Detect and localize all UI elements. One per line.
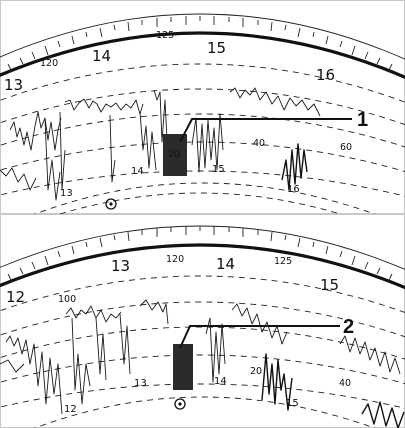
shaded-block [173,344,193,390]
speed-trace [153,89,168,143]
activity-trace [361,401,405,428]
outer-scale-thick-arc [0,243,405,290]
hour-label: 15 [320,276,339,294]
tachograph-chart-bottom: 12 13 14 15 100 120 125 20 40 12 13 14 [0,214,405,428]
outer-scale-outer-arc [0,13,405,60]
hour-label: 13 [4,76,23,94]
inner-label: 20 [250,366,262,377]
hub-label: 13 [134,378,147,389]
speed-label: 120 [40,58,58,69]
outer-scale-ticks [7,226,393,283]
outer-scale-thick-arc [0,31,405,80]
shaded-block [163,134,187,176]
activity-trace [71,313,131,405]
activity-trace [281,143,308,191]
inner-label: 20 [168,149,180,160]
callout-leader-line [179,325,340,349]
activity-trace [5,335,63,415]
speed-trace [64,98,144,115]
ring-dashed [0,88,405,126]
hub-label: 16 [287,184,300,195]
hub-ring [34,396,376,428]
ring-dashed [0,275,405,314]
hub-label: 12 [64,404,77,415]
center-marker-icon [174,398,186,410]
hub-label: 14 [214,376,227,387]
ring-dashed [59,192,341,214]
speed-label: 120 [166,254,184,265]
speed-trace [339,335,401,375]
inner-label: 40 [339,378,351,389]
speed-label: 100 [58,294,76,305]
callout-leader-line [179,118,352,143]
speed-label: 125 [274,256,292,267]
chart-disc-top: 13 14 15 16 120 125 20 40 60 13 14 15 16 [0,0,405,214]
lower-trace [0,359,25,373]
ring-dashed [0,113,405,148]
hub-ring [34,182,376,214]
ring-dashed [0,354,405,385]
inner-label: 40 [253,138,265,149]
speed-label: 125 [156,30,174,41]
callout-number: 2 [343,316,354,338]
ring-dashed [0,141,405,173]
hour-label: 14 [216,255,235,273]
hub-label: 13 [60,188,73,199]
outer-scale-outer-arc [0,225,405,270]
hour-label: 14 [92,47,111,65]
center-marker-icon [105,198,117,210]
callout-number: 1 [357,109,368,131]
ring-dashed [0,383,405,409]
lower-trace [0,167,37,191]
speed-trace [9,111,62,151]
hour-label: 13 [111,257,130,275]
activity-trace [261,353,293,411]
tachograph-chart-top: 13 14 15 16 120 125 20 40 60 13 14 15 16 [0,0,405,214]
outer-scale-ticks [7,16,393,73]
hour-label: 16 [316,66,335,84]
hour-label: 12 [6,288,25,306]
hour-label: 15 [207,39,226,57]
speed-trace [139,299,169,325]
hub-label: 15 [286,398,299,409]
ring-dashed [0,301,405,338]
hub-label: 15 [212,164,225,175]
inner-label: 60 [340,142,352,153]
ring-dashed [0,63,405,103]
speed-trace [229,87,321,117]
ring-dashed [0,170,405,197]
speed-trace [231,303,288,345]
speed-trace [65,305,122,323]
chart-disc-bottom: 12 13 14 15 100 120 125 20 40 12 13 14 [0,214,405,428]
hub-label: 14 [131,166,144,177]
activity-trace [44,111,157,201]
activity-trace [205,317,226,383]
